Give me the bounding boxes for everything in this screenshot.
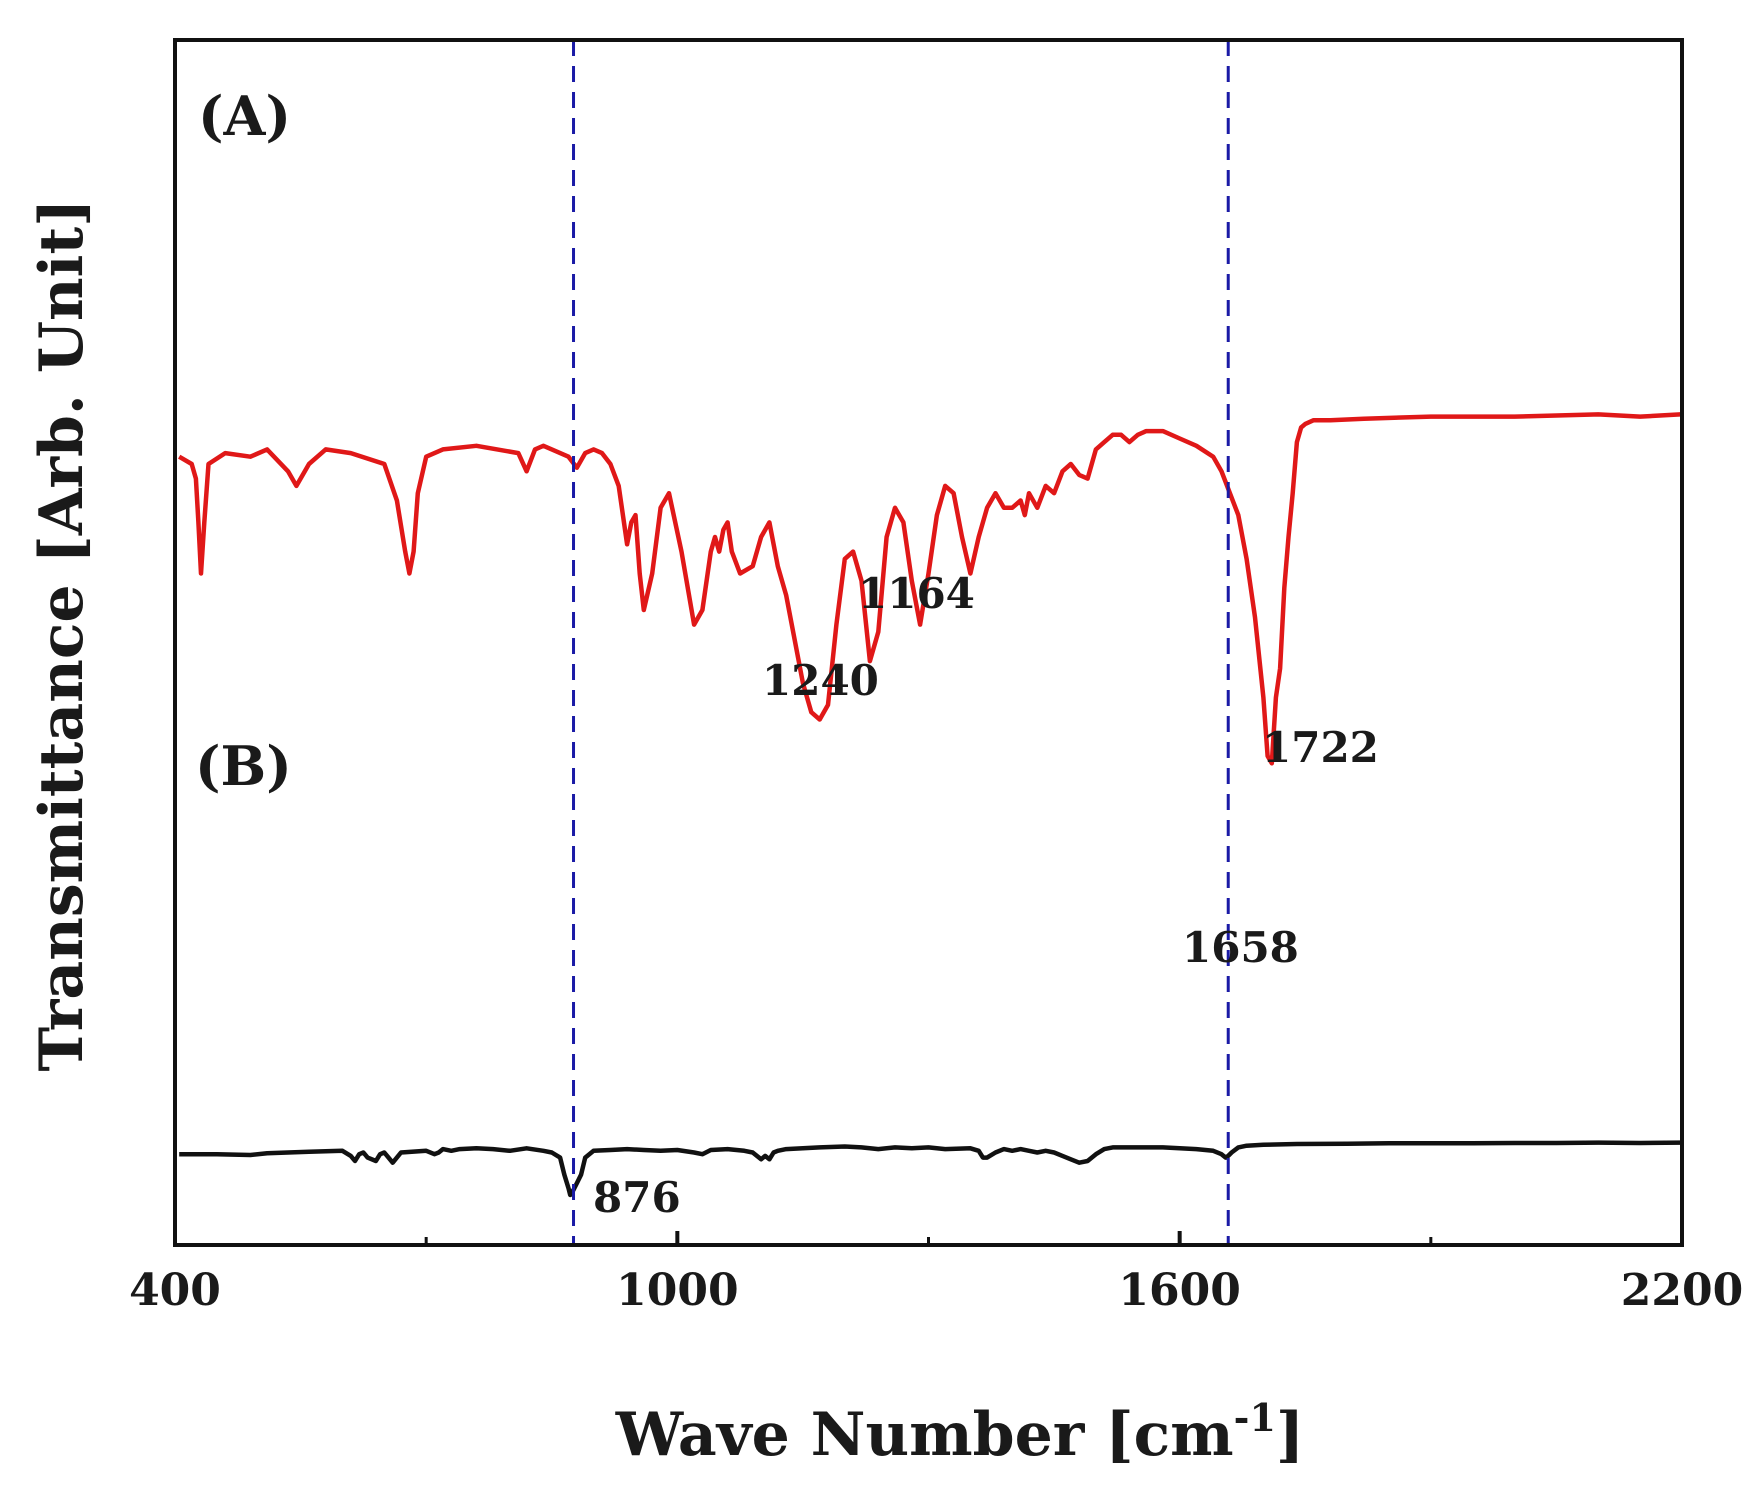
panel-label-a: (A): [198, 84, 291, 148]
plot-frame: [173, 38, 1684, 1247]
peak-label-1658: 1658: [1182, 923, 1299, 972]
x-axis-title: Wave Number [cm-1]: [615, 1395, 1305, 1470]
spectra-group: [178, 412, 1681, 1198]
x-tick-label: 2200: [1621, 1265, 1743, 1316]
peak-label-1240: 1240: [762, 656, 879, 705]
peak-label-1164: 1164: [858, 569, 975, 618]
peak-label-1722: 1722: [1262, 723, 1379, 772]
spectrum-line-a: [178, 412, 1681, 766]
reference-lines-group: [572, 40, 1230, 1245]
panel-label-b: (B): [195, 734, 292, 798]
x-ticks-group: 400 1000 1600 2200: [129, 1231, 1743, 1316]
x-tick-label: 1000: [616, 1265, 738, 1316]
spectrum-line-b: [179, 1140, 1681, 1198]
x-tick-label: 1600: [1118, 1265, 1240, 1316]
x-axis-title-superscript: -1: [1234, 1395, 1276, 1440]
y-axis-title: Transmittance [Arb. Unit]: [27, 198, 97, 1071]
x-tick-label: 400: [129, 1265, 221, 1316]
peak-label-876: 876: [593, 1173, 681, 1222]
